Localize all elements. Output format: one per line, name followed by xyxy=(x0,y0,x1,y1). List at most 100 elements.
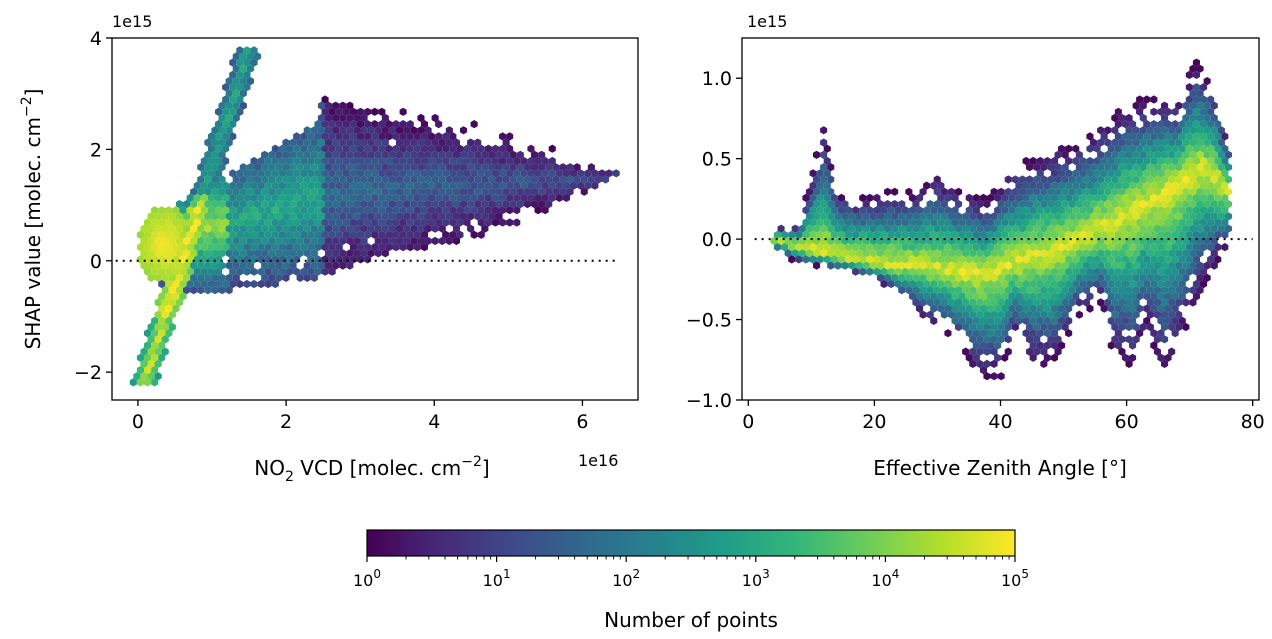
hexbin-cell xyxy=(1168,236,1176,246)
hexbin-cell xyxy=(887,267,895,276)
hexbin-cell xyxy=(1210,212,1218,221)
hexbin-cell xyxy=(1168,212,1176,221)
hexbin-cell xyxy=(1061,273,1069,282)
hexbin-cell xyxy=(1111,126,1119,135)
hexbin-cell xyxy=(1185,243,1193,252)
hexbin-cell xyxy=(289,175,297,184)
hexbin-cell xyxy=(827,200,835,209)
hexbin-cell xyxy=(905,249,913,258)
hexbin-cell xyxy=(452,224,460,233)
hexbin-cell xyxy=(300,132,308,141)
hexbin-cell xyxy=(1196,101,1204,110)
hexbin-cell xyxy=(467,138,475,147)
hexbin-cell xyxy=(1217,150,1225,159)
hexbin-cell xyxy=(1125,298,1133,307)
hexbin-cell xyxy=(278,243,286,252)
hexbin-cell xyxy=(830,255,838,264)
hexbin-cell xyxy=(1129,267,1137,276)
hexbin-cell xyxy=(894,218,902,227)
hexbin-cell xyxy=(994,193,1002,202)
hexbin-cell xyxy=(229,218,237,227)
hexbin-cell xyxy=(204,175,212,184)
hexbin-cell xyxy=(1054,224,1062,233)
hexbin-cell xyxy=(1054,187,1062,196)
hexbin-cell xyxy=(289,163,297,172)
hexbin-cell xyxy=(254,236,262,246)
hexbin-cell xyxy=(1001,316,1009,325)
hexbin-cell xyxy=(923,292,931,301)
hexbin-cell xyxy=(257,267,265,276)
hexbin-cell xyxy=(246,163,254,172)
hexbin-cell xyxy=(236,83,244,92)
hexbin-cell xyxy=(250,181,258,190)
hexbin-cell xyxy=(930,267,938,276)
hexbin-cell xyxy=(1043,181,1051,190)
hexbin-cell xyxy=(165,267,173,276)
hexbin-cell xyxy=(919,224,927,233)
hexbin-cell xyxy=(1129,120,1137,129)
hexbin-cell xyxy=(225,113,233,123)
hexbin-cell xyxy=(431,212,439,221)
hexbin-cell xyxy=(357,144,365,153)
hexbin-cell xyxy=(168,310,176,319)
hexbin-cell xyxy=(342,169,350,178)
hexbin-cell xyxy=(926,286,934,295)
hexbin-cell xyxy=(523,163,531,172)
hexbin-cell xyxy=(908,243,916,252)
hexbin-cell xyxy=(1008,206,1016,215)
hexbin-cell xyxy=(1129,304,1137,313)
hexbin-cell xyxy=(158,206,166,215)
hexbin-cell xyxy=(898,286,906,295)
hexbin-cell xyxy=(1153,261,1161,270)
hexbin-cell xyxy=(325,212,333,221)
hexbin-cell xyxy=(1164,169,1172,178)
hexbin-cell xyxy=(1004,175,1012,184)
hexbin-cell xyxy=(509,150,517,159)
hexbin-cell xyxy=(1185,255,1193,264)
hexbin-cell xyxy=(442,230,450,239)
hexbin-cell xyxy=(172,279,180,289)
hexbin-cell xyxy=(215,218,223,227)
hexbin-cell xyxy=(183,224,191,233)
hexbin-cell xyxy=(310,150,318,159)
hexbin-cell xyxy=(994,267,1002,276)
hexbin-cell xyxy=(859,255,867,264)
hexbin-cell xyxy=(1196,249,1204,258)
hexbin-cell xyxy=(278,230,286,239)
hexbin-cell xyxy=(1082,298,1090,307)
hexbin-cell xyxy=(1075,224,1083,233)
hexbin-cell xyxy=(1143,279,1151,289)
hexbin-cell xyxy=(321,243,329,252)
hexbin-cell xyxy=(190,212,198,221)
hexbin-cell xyxy=(325,113,333,123)
hexbin-cell xyxy=(222,107,230,116)
hexbin-cell xyxy=(987,218,995,227)
hexbin-cell xyxy=(207,181,215,190)
hexbin-cell xyxy=(1175,200,1183,209)
hexbin-cell xyxy=(154,261,162,270)
hexbin-cell xyxy=(158,353,166,362)
hexbin-cell xyxy=(548,193,556,202)
hexbin-cell xyxy=(1161,236,1169,246)
hexbin-cell xyxy=(555,181,563,190)
hexbin-cell xyxy=(168,273,176,282)
hexbin-cell xyxy=(809,243,817,252)
hexbin-cell xyxy=(1097,163,1105,172)
hexbin-cell xyxy=(1150,144,1158,153)
hexbin-cell xyxy=(1011,249,1019,258)
y-tick-label: −0.5 xyxy=(686,310,732,332)
hexbin-cell xyxy=(225,101,233,110)
hexbin-cell xyxy=(1058,206,1066,215)
hexbin-cell xyxy=(381,187,389,196)
hexbin-cell xyxy=(307,169,315,178)
hexbin-cell xyxy=(887,206,895,215)
hexbin-cell xyxy=(499,169,507,178)
hexbin-cell xyxy=(1136,292,1144,301)
hexbin-cell xyxy=(328,107,336,116)
hexbin-cell xyxy=(257,193,265,202)
hexbin-cell xyxy=(268,200,276,209)
hexbin-cell xyxy=(154,359,162,368)
hexbin-cell xyxy=(1161,163,1169,172)
hexbin-cell xyxy=(1175,175,1183,184)
hexbin-cell xyxy=(1107,255,1115,264)
